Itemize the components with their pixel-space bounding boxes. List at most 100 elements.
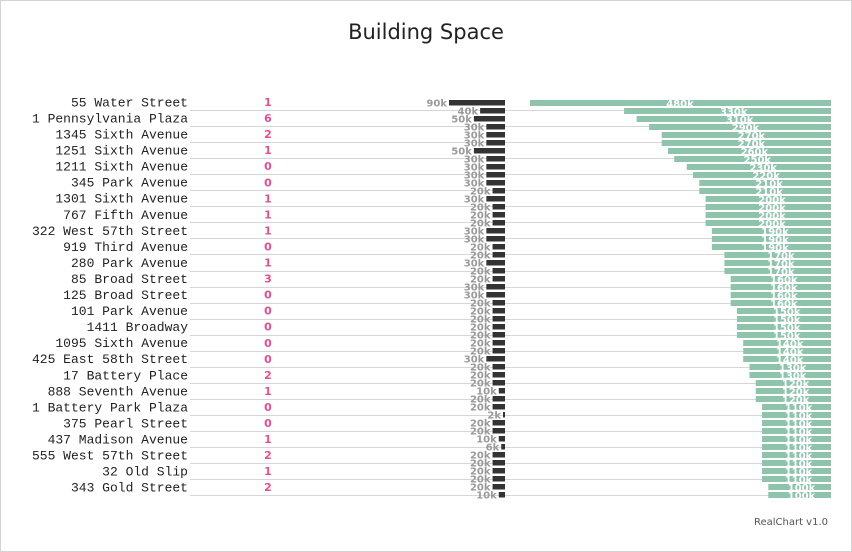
space-bar-label: 160k — [770, 299, 798, 310]
category-label: 345 Park Avenue — [71, 176, 188, 191]
small-bar-label: 2k — [487, 411, 501, 422]
small-bar-label: 20k — [470, 307, 491, 318]
small-bar — [492, 372, 505, 378]
space-bar-label: 200k — [758, 211, 786, 222]
space-bar — [686, 164, 831, 170]
small-bar-label: 20k — [470, 467, 491, 478]
small-bar-label: 20k — [470, 475, 491, 486]
small-bar — [492, 316, 505, 322]
category-label: 55 Water Street — [71, 95, 188, 110]
small-bar-label: 30k — [464, 291, 485, 302]
category-label: 888 Seventh Avenue — [48, 384, 188, 399]
small-bar — [486, 180, 505, 186]
count-label: 2 — [264, 481, 272, 494]
small-bar — [492, 212, 505, 218]
space-bar-label: 200k — [758, 203, 786, 214]
count-label: 0 — [264, 176, 272, 189]
space-bar — [762, 476, 831, 482]
space-bar-label: 130k — [779, 371, 807, 382]
space-bar-label: 110k — [785, 443, 813, 454]
small-bar — [492, 452, 505, 458]
space-bar-label: 480k — [666, 99, 694, 110]
small-bar — [486, 196, 505, 202]
space-bar — [699, 188, 831, 194]
space-bar-label: 270k — [738, 131, 766, 142]
category-label: 1 Pennsylvania Plaza — [32, 111, 188, 126]
small-bar — [480, 108, 505, 114]
space-bar-label: 150k — [773, 307, 801, 318]
small-bar — [492, 300, 505, 306]
small-bar-label: 40k — [458, 107, 479, 118]
space-bar — [705, 204, 831, 210]
category-label: 425 East 58th Street — [32, 352, 188, 367]
small-bar — [492, 188, 505, 194]
count-label: 1 — [264, 224, 272, 237]
space-bar-label: 140k — [776, 347, 804, 358]
space-bar — [762, 452, 831, 458]
count-label: 0 — [264, 240, 272, 253]
small-bar-label: 30k — [464, 227, 485, 238]
count-label: 2 — [264, 369, 272, 382]
category-label: 1251 Sixth Avenue — [55, 144, 188, 159]
space-bar — [736, 324, 831, 330]
small-bar-label: 20k — [470, 243, 491, 254]
small-bar — [492, 204, 505, 210]
space-bar-label: 250k — [744, 155, 772, 166]
small-bar-label: 20k — [470, 275, 491, 286]
small-bar-label: 20k — [470, 267, 491, 278]
space-bar-label: 170k — [767, 267, 795, 278]
small-bar-label: 20k — [470, 483, 491, 494]
category-label: 101 Park Avenue — [71, 304, 188, 319]
category-label: 437 Madison Avenue — [48, 432, 188, 447]
small-bar-label: 10k — [476, 491, 497, 502]
small-bar-label: 30k — [464, 171, 485, 182]
small-bar — [498, 492, 505, 498]
space-bar-label: 110k — [785, 451, 813, 462]
space-bar-label: 140k — [776, 355, 804, 366]
space-bar-label: 160k — [770, 283, 798, 294]
small-bar-label: 6k — [486, 443, 500, 454]
space-bar — [743, 340, 831, 346]
count-label: 1 — [264, 208, 272, 221]
small-bar — [492, 244, 505, 250]
category-label: 767 Fifth Avenue — [63, 208, 188, 223]
small-bar-label: 20k — [470, 187, 491, 198]
space-bar-label: 170k — [767, 259, 795, 270]
small-bar — [486, 156, 505, 162]
small-bar-label: 20k — [470, 219, 491, 230]
space-bar — [736, 332, 831, 338]
small-bar-label: 20k — [470, 395, 491, 406]
small-bar — [503, 412, 505, 418]
space-bar — [724, 260, 831, 266]
space-bar — [667, 148, 831, 154]
space-bar — [743, 356, 831, 362]
space-bar-label: 220k — [752, 171, 780, 182]
small-bar-label: 30k — [464, 259, 485, 270]
count-label: 1 — [264, 144, 272, 157]
space-bar — [730, 300, 831, 306]
space-bar — [755, 380, 831, 386]
category-label: 32 Old Slip — [102, 465, 188, 480]
small-bar-label: 20k — [470, 403, 491, 414]
count-label: 2 — [264, 449, 272, 462]
space-bar — [755, 388, 831, 394]
category-label: 555 West 57th Street — [32, 449, 188, 464]
small-bar-label: 30k — [464, 195, 485, 206]
space-bar — [762, 436, 831, 442]
category-label: 1 Battery Park Plaza — [32, 400, 188, 415]
space-bar-label: 210k — [755, 187, 783, 198]
category-label: 280 Park Avenue — [71, 256, 188, 271]
space-bar — [743, 348, 831, 354]
space-bar — [730, 292, 831, 298]
small-bar — [486, 292, 505, 298]
space-bar — [636, 116, 831, 122]
space-bar-label: 110k — [785, 435, 813, 446]
count-label: 0 — [264, 353, 272, 366]
space-bar-label: 190k — [761, 235, 789, 246]
space-bar-label: 120k — [782, 379, 810, 390]
small-bar-label: 20k — [470, 315, 491, 326]
space-bar — [661, 132, 831, 138]
small-bar-label: 20k — [470, 331, 491, 342]
category-label: 919 Third Avenue — [63, 240, 188, 255]
small-bar — [492, 348, 505, 354]
